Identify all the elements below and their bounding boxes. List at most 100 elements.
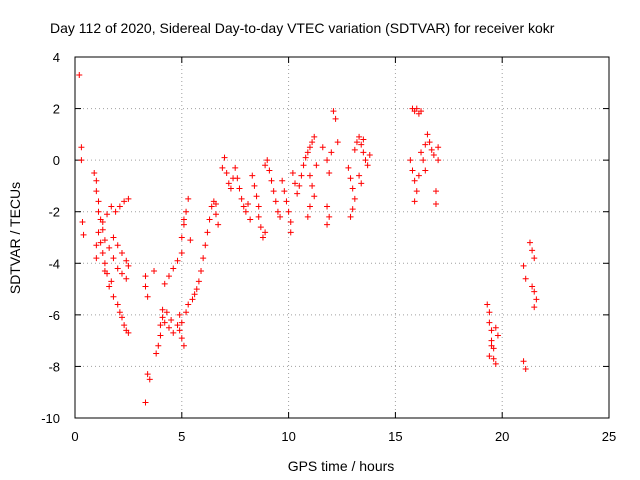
- data-point: [185, 195, 192, 202]
- data-point: [304, 149, 311, 156]
- data-points: [76, 72, 540, 406]
- data-point: [79, 219, 86, 226]
- data-point: [106, 244, 113, 251]
- plot-frame: [74, 56, 610, 419]
- data-point: [78, 144, 85, 151]
- data-point: [146, 376, 153, 383]
- data-point: [289, 170, 296, 177]
- data-point: [121, 198, 128, 205]
- data-point: [334, 139, 341, 146]
- data-point: [300, 162, 307, 169]
- data-point: [488, 337, 495, 344]
- y-axis-label: SDTVAR / TECUs: [7, 182, 23, 294]
- data-point: [486, 353, 493, 360]
- data-point: [245, 200, 252, 207]
- data-point: [492, 360, 499, 367]
- data-point: [326, 170, 333, 177]
- data-point: [531, 288, 538, 295]
- data-point: [200, 255, 207, 262]
- data-point: [313, 162, 320, 169]
- data-point: [125, 329, 132, 336]
- data-point: [522, 275, 529, 282]
- data-point: [364, 162, 371, 169]
- data-point: [332, 115, 339, 122]
- y-tick-label: -10: [41, 411, 60, 426]
- data-point: [106, 283, 113, 290]
- data-point: [287, 229, 294, 236]
- data-point: [159, 306, 166, 313]
- data-point: [306, 144, 313, 151]
- data-point: [76, 72, 83, 79]
- data-point: [95, 208, 102, 215]
- data-point: [116, 309, 123, 316]
- data-point: [409, 167, 416, 174]
- data-point: [418, 149, 425, 156]
- data-point: [178, 319, 185, 326]
- data-point: [488, 327, 495, 334]
- data-point: [110, 234, 117, 241]
- data-point: [358, 180, 365, 187]
- data-point: [183, 309, 190, 316]
- data-point: [161, 280, 168, 287]
- x-tick-label: 15: [388, 429, 402, 444]
- data-point: [93, 177, 100, 184]
- data-point: [165, 273, 172, 280]
- data-point: [123, 275, 130, 282]
- data-point: [494, 332, 501, 339]
- data-point: [114, 265, 121, 272]
- data-point: [522, 366, 529, 373]
- data-point: [121, 322, 128, 329]
- data-point: [108, 278, 115, 285]
- data-point: [240, 203, 247, 210]
- data-point: [430, 151, 437, 158]
- data-point: [306, 203, 313, 210]
- data-point: [326, 213, 333, 220]
- data-point: [309, 182, 316, 189]
- data-point: [257, 224, 264, 231]
- data-point: [125, 262, 132, 269]
- data-point: [223, 170, 230, 177]
- data-point: [529, 247, 536, 254]
- data-point: [204, 229, 211, 236]
- data-point: [520, 358, 527, 365]
- data-point: [413, 188, 420, 195]
- data-point: [298, 172, 305, 179]
- data-point: [99, 226, 106, 233]
- data-point: [283, 198, 290, 205]
- data-point: [180, 342, 187, 349]
- data-point: [198, 268, 205, 275]
- data-point: [426, 139, 433, 146]
- data-point: [161, 319, 168, 326]
- data-point: [108, 203, 115, 210]
- data-point: [227, 185, 234, 192]
- data-point: [268, 177, 275, 184]
- data-point: [349, 206, 356, 213]
- data-point: [110, 293, 117, 300]
- data-point: [95, 198, 102, 205]
- data-point: [249, 172, 256, 179]
- data-point: [411, 177, 418, 184]
- data-point: [253, 193, 260, 200]
- data-point: [174, 257, 181, 264]
- data-point: [356, 133, 363, 140]
- x-tick-labels: 0 5 10 15 20 25: [71, 429, 616, 444]
- data-point: [142, 399, 149, 406]
- data-point: [101, 268, 108, 275]
- data-point: [311, 133, 318, 140]
- x-tick-label: 10: [281, 429, 295, 444]
- data-point: [142, 273, 149, 280]
- data-point: [176, 327, 183, 334]
- x-tick-label: 25: [602, 429, 616, 444]
- data-point: [362, 157, 369, 164]
- data-point: [277, 213, 284, 220]
- data-point: [95, 229, 102, 236]
- data-point: [356, 172, 363, 179]
- data-point: [435, 157, 442, 164]
- data-point: [159, 314, 166, 321]
- data-point: [413, 105, 420, 112]
- data-point: [212, 211, 219, 218]
- y-tick-label: -2: [48, 205, 60, 220]
- y-tick-label: 4: [53, 50, 60, 65]
- data-point: [264, 157, 271, 164]
- data-point: [428, 146, 435, 153]
